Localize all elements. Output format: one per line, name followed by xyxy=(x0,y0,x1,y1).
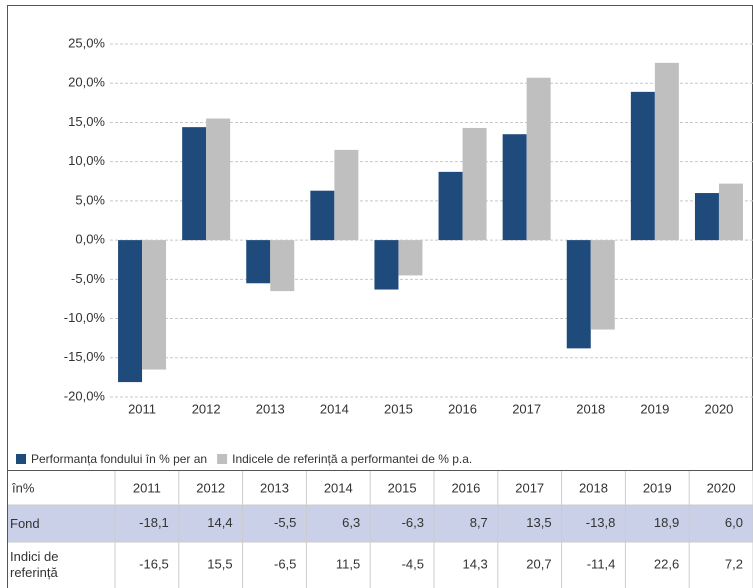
bar xyxy=(398,240,423,276)
x-tick-label: 2014 xyxy=(320,401,349,416)
table-year: 2016 xyxy=(451,480,480,495)
table-row-bg xyxy=(7,505,753,542)
y-tick-label: 25,0% xyxy=(68,35,105,50)
table-year: 2013 xyxy=(260,480,289,495)
legend-swatch xyxy=(16,454,26,464)
row-label: Fond xyxy=(10,515,40,531)
x-tick-label: 2019 xyxy=(640,401,669,416)
table-value: 7,2 xyxy=(725,556,743,571)
x-tick-label: 2020 xyxy=(704,401,733,416)
y-tick-label: 5,0% xyxy=(75,192,105,207)
legend-label: Indicele de referință a performantei de … xyxy=(232,452,472,466)
table-value: 18,9 xyxy=(654,515,679,530)
bar xyxy=(502,134,527,241)
table-row-label: Indici de referință xyxy=(10,549,59,580)
table-value: -18,1 xyxy=(139,515,169,530)
table-year: 2014 xyxy=(324,480,353,495)
table-value: 11,5 xyxy=(336,556,360,571)
table-year: 2012 xyxy=(196,480,225,495)
bar xyxy=(654,62,679,241)
bar xyxy=(630,91,655,241)
x-tick-label: 2016 xyxy=(448,401,477,416)
y-tick-label: 10,0% xyxy=(68,153,105,168)
bar xyxy=(462,127,487,241)
table-value: 20,7 xyxy=(526,556,551,571)
table-year: 2011 xyxy=(133,480,161,495)
bar xyxy=(694,193,719,241)
bar xyxy=(374,240,399,290)
bar xyxy=(142,240,167,370)
table-value: -6,5 xyxy=(274,556,296,571)
y-tick-label: 15,0% xyxy=(68,114,105,129)
bar xyxy=(526,77,551,241)
bar xyxy=(334,149,359,241)
table-value: 14,4 xyxy=(207,515,232,530)
table-value: 8,7 xyxy=(470,515,488,530)
table-value: -11,4 xyxy=(587,556,616,571)
y-tick-label: -10,0% xyxy=(64,310,106,325)
table-row-label: Fond xyxy=(10,515,40,531)
table-year: 2017 xyxy=(515,480,544,495)
table-value: -5,5 xyxy=(274,515,296,530)
bar xyxy=(206,118,231,241)
table-value: -16,5 xyxy=(139,556,169,571)
legend-label: Performanța fondului în % per an xyxy=(31,452,207,466)
table-value: 13,5 xyxy=(526,515,551,530)
x-tick-label: 2018 xyxy=(576,401,605,416)
table-header: în% xyxy=(11,480,35,495)
bar xyxy=(566,240,591,349)
table-year: 2018 xyxy=(579,480,608,495)
bar xyxy=(718,183,743,241)
bar xyxy=(438,171,463,241)
x-tick-label: 2013 xyxy=(256,401,285,416)
bar xyxy=(246,240,271,284)
y-tick-label: -15,0% xyxy=(64,349,106,364)
y-tick-label: -20,0% xyxy=(64,388,106,403)
table-year: 2019 xyxy=(643,480,672,495)
table-value: 22,6 xyxy=(654,556,679,571)
x-tick-label: 2017 xyxy=(512,401,541,416)
y-tick-label: 0,0% xyxy=(75,232,105,247)
y-tick-label: -5,0% xyxy=(71,271,105,286)
bar xyxy=(590,240,615,330)
table-value: 6,0 xyxy=(725,515,743,530)
x-tick-label: 2015 xyxy=(384,401,413,416)
table-value: 14,3 xyxy=(462,556,487,571)
table-year: 2020 xyxy=(707,480,736,495)
bar xyxy=(270,240,295,292)
bar xyxy=(118,240,143,383)
table-value: -6,3 xyxy=(402,515,424,530)
x-tick-label: 2012 xyxy=(192,401,221,416)
table-year: 2015 xyxy=(388,480,417,495)
table-value: -4,5 xyxy=(402,556,424,571)
table-value: 15,5 xyxy=(207,556,232,571)
bar xyxy=(310,190,335,241)
y-tick-label: 20,0% xyxy=(68,75,105,90)
x-tick-label: 2011 xyxy=(128,401,156,416)
table-value: 6,3 xyxy=(342,515,360,530)
legend-swatch xyxy=(217,454,228,464)
bar xyxy=(182,127,207,241)
table-value: -13,8 xyxy=(586,515,616,530)
row-label: Indici de referință xyxy=(10,549,59,580)
